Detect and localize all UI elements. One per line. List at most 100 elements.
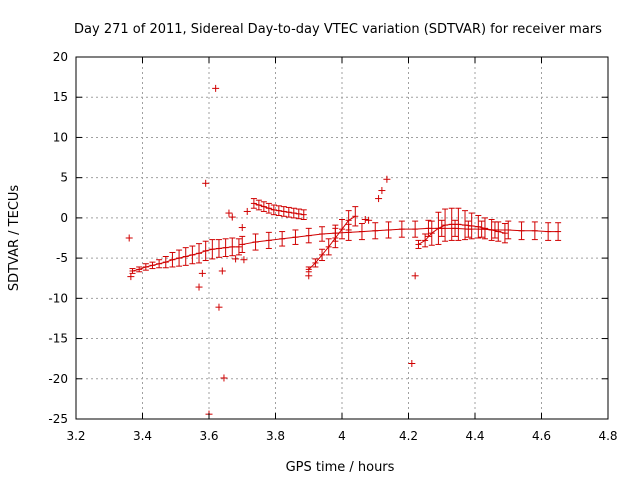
error-bar <box>285 206 292 218</box>
error-bar <box>468 212 475 240</box>
series-line <box>242 227 559 245</box>
data-point <box>365 216 373 224</box>
error-bar <box>475 214 482 239</box>
error-bar <box>495 221 502 242</box>
error-bar <box>239 235 246 253</box>
error-bar <box>465 220 472 238</box>
error-bar <box>442 208 449 242</box>
x-tick-label: 4.8 <box>598 429 617 443</box>
error-bar <box>398 220 405 238</box>
grid <box>76 57 608 419</box>
error-bar <box>358 223 365 241</box>
error-bar <box>448 207 455 241</box>
data-point <box>202 179 210 187</box>
error-bar <box>452 219 459 237</box>
error-bar <box>478 220 485 238</box>
error-bar <box>290 207 297 219</box>
error-bar <box>555 222 562 241</box>
error-bar <box>435 211 442 245</box>
error-bar <box>196 243 203 264</box>
error-bar <box>422 233 429 248</box>
error-bar <box>255 199 262 211</box>
error-bar <box>292 229 299 245</box>
data-point <box>220 374 228 382</box>
x-tick-label: 4.4 <box>465 429 484 443</box>
error-bar <box>265 231 272 249</box>
data-point <box>225 209 233 217</box>
y-tick-label: -10 <box>48 291 68 305</box>
y-tick-label: 0 <box>60 211 68 225</box>
error-bar <box>142 263 149 271</box>
error-bar <box>518 221 525 241</box>
y-tick-label: 15 <box>53 90 68 104</box>
y-tick-label: 20 <box>53 50 68 64</box>
error-bar <box>462 210 469 241</box>
series-line <box>308 215 356 270</box>
error-bar <box>300 209 307 220</box>
error-bar <box>455 207 462 241</box>
error-bar <box>182 247 189 266</box>
error-bar <box>189 245 196 265</box>
error-bar <box>222 238 229 258</box>
data-point <box>243 207 251 215</box>
data-point <box>212 84 220 92</box>
error-bar <box>270 204 277 216</box>
error-bar <box>345 210 352 231</box>
error-bar <box>339 218 345 240</box>
y-tick-label: -5 <box>56 251 68 265</box>
error-bar <box>481 217 488 240</box>
data-point <box>411 272 419 280</box>
error-bar <box>319 226 326 242</box>
error-bar <box>275 205 282 216</box>
y-tick-label: 5 <box>60 171 68 185</box>
error-bar <box>252 233 259 251</box>
data-point <box>238 224 246 232</box>
x-tick-label: 3.2 <box>66 429 85 443</box>
x-tick-label: 4.2 <box>399 429 418 443</box>
error-bar <box>280 206 287 217</box>
data-point <box>305 272 313 280</box>
error-bar <box>202 240 209 262</box>
error-bar <box>176 249 183 267</box>
error-bar <box>385 221 392 239</box>
data-point <box>383 175 391 183</box>
error-bar <box>305 266 312 273</box>
error-bar <box>505 220 512 240</box>
x-tick-label: 4 <box>338 429 346 443</box>
y-tick-label: -15 <box>48 332 68 346</box>
error-bar <box>428 220 435 246</box>
error-bar <box>545 222 552 241</box>
error-bar <box>156 259 163 269</box>
error-bar <box>319 248 326 262</box>
x-tick-label: 4.6 <box>532 429 551 443</box>
data-point <box>375 195 383 203</box>
error-bar <box>412 220 419 238</box>
data-marks <box>125 84 562 418</box>
error-bar <box>372 222 379 240</box>
error-bar <box>325 238 332 256</box>
x-tick-label: 3.6 <box>199 429 218 443</box>
error-bar <box>305 227 312 244</box>
error-bar <box>235 238 242 256</box>
data-point <box>361 215 369 223</box>
error-bar <box>260 201 267 212</box>
y-tick-label: -20 <box>48 372 68 386</box>
error-bar <box>279 231 286 247</box>
x-axis-label: GPS time / hours <box>286 460 395 475</box>
error-bar <box>312 258 319 268</box>
error-bar <box>352 206 359 227</box>
axis-ticks: 3.2 3.4 3.6 3.8 4 4.2 4.4 4.6 4.8 -25 -20 -15 -10 -5 0… <box>48 50 617 443</box>
data-point <box>228 213 236 221</box>
data-point <box>408 359 416 367</box>
data-point <box>240 256 248 264</box>
error-bar <box>215 239 222 258</box>
data-point <box>125 234 133 242</box>
error-bar <box>209 239 216 260</box>
error-bar <box>488 218 495 241</box>
error-bar <box>149 261 156 270</box>
data-point <box>195 283 203 291</box>
data-point <box>378 187 386 195</box>
x-tick-label: 3.8 <box>266 429 285 443</box>
data-point <box>127 273 135 281</box>
